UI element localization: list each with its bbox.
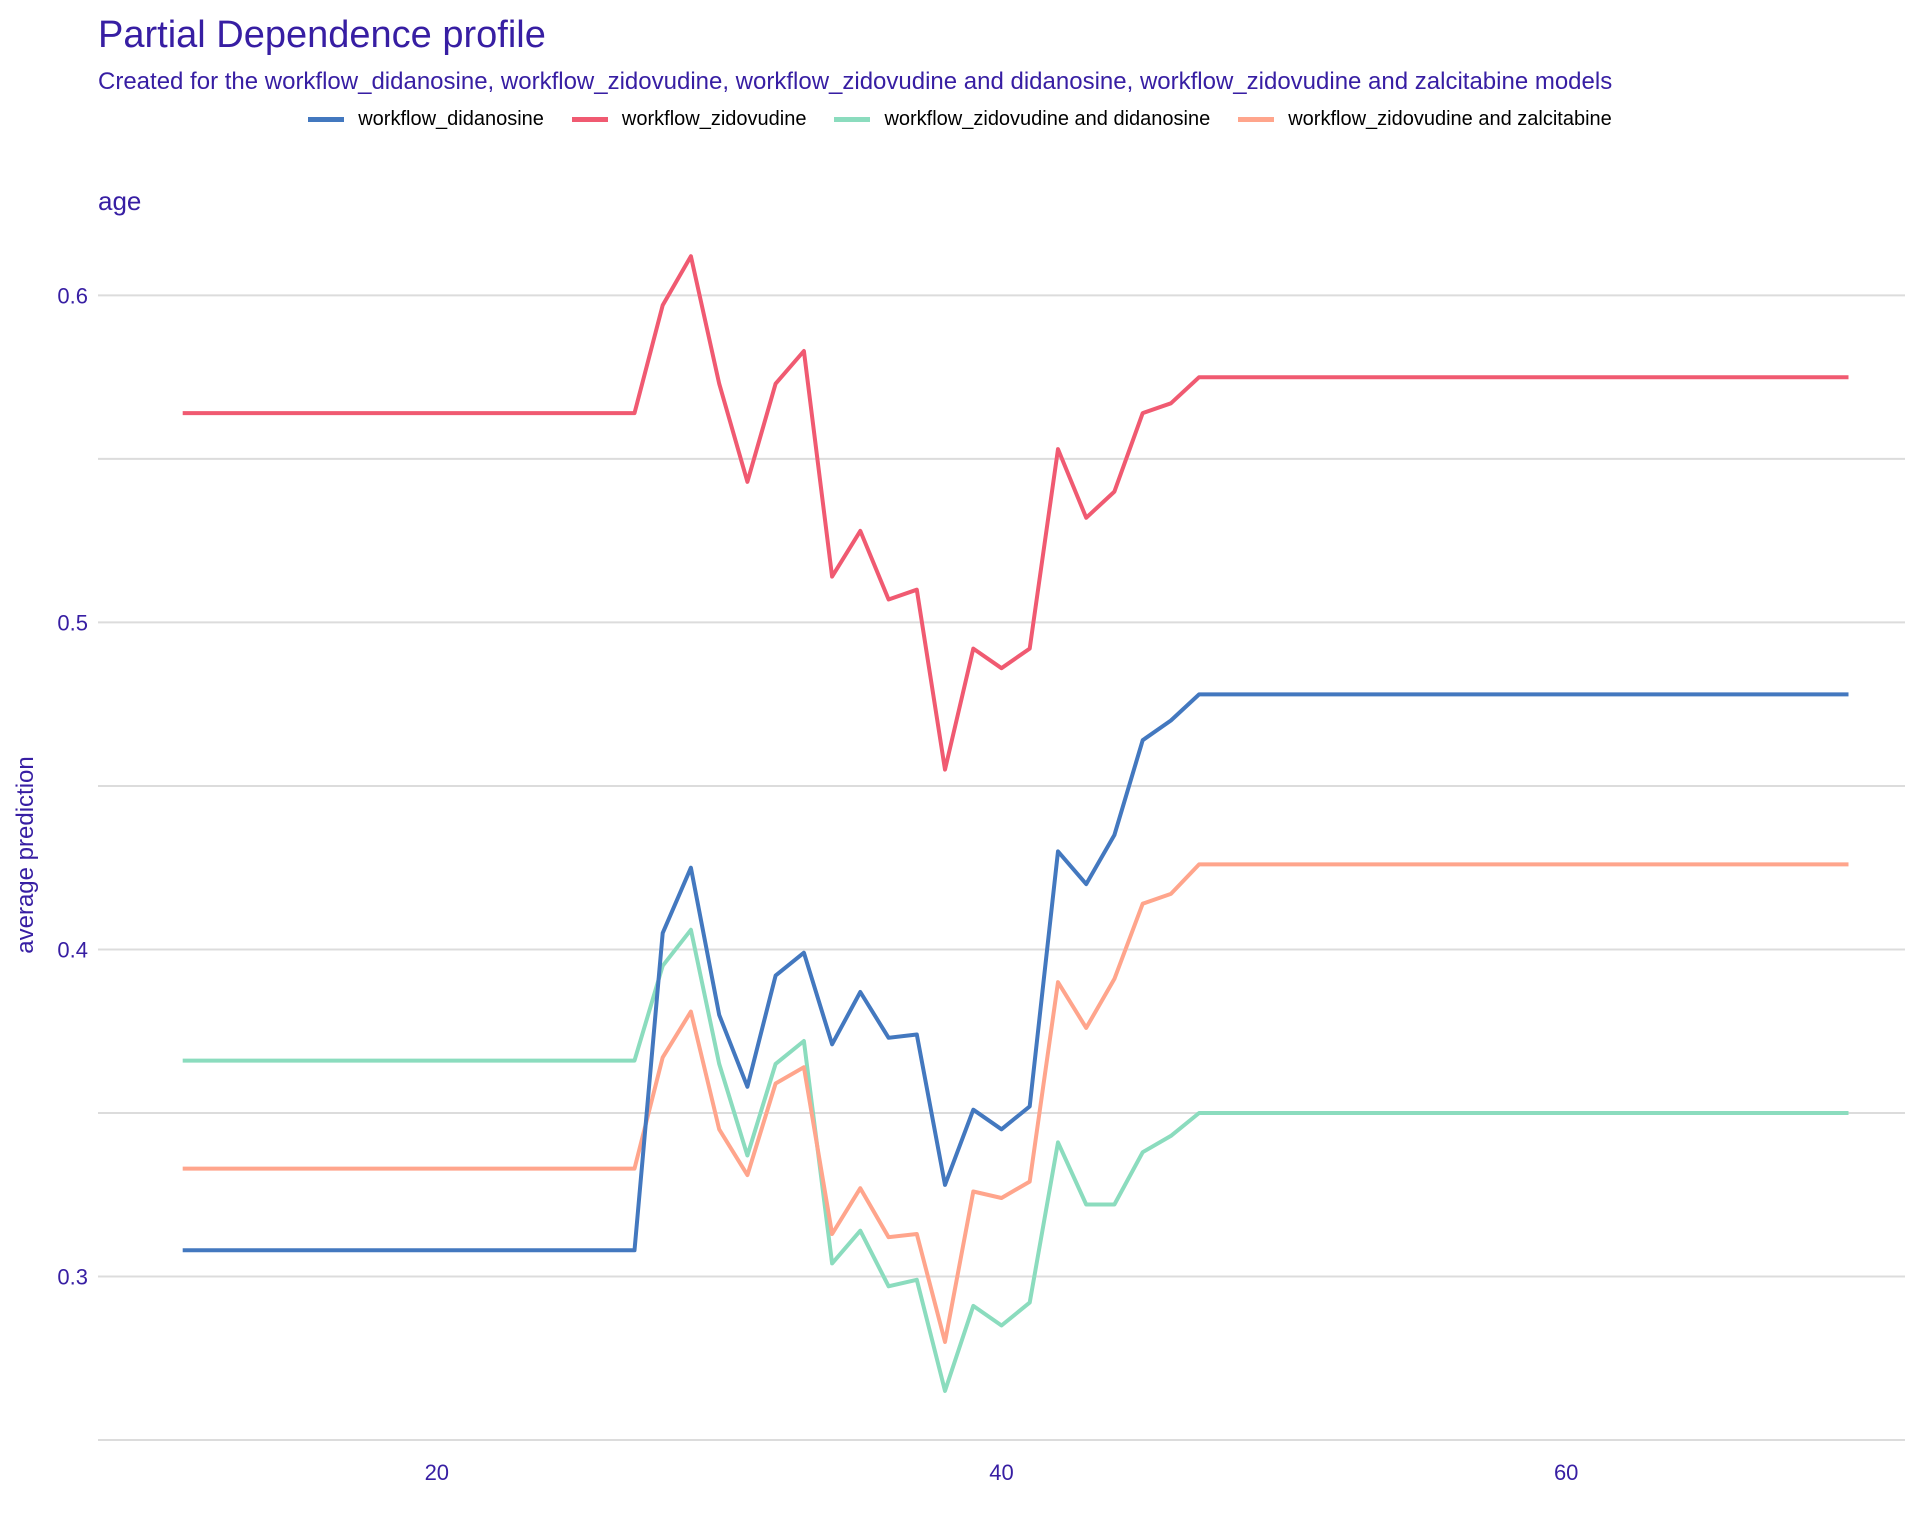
y-tick-label: 0.3 bbox=[57, 1264, 88, 1289]
facet-label: age bbox=[98, 186, 142, 216]
series-line-workflow-zidovudine-and-zalcitabine bbox=[182, 862, 1849, 1344]
x-tick-label: 60 bbox=[1554, 1460, 1578, 1485]
series-line-workflow-zidovudine bbox=[182, 254, 1849, 772]
chart-subtitle: Created for the workflow_didanosine, wor… bbox=[98, 68, 1613, 95]
legend-label: workflow_didanosine bbox=[358, 108, 544, 130]
legend-item: workflow_didanosine bbox=[308, 108, 544, 131]
legend: workflow_didanosine workflow_zidovudine wo… bbox=[0, 108, 1920, 131]
legend-swatch bbox=[1238, 117, 1275, 122]
x-axis-ticks: 20 40 60 bbox=[425, 1460, 1579, 1485]
series-line-workflow-didanosine bbox=[182, 692, 1849, 1253]
legend-item: workflow_zidovudine bbox=[571, 108, 807, 131]
y-tick-label: 0.6 bbox=[57, 283, 88, 308]
legend-swatch bbox=[308, 117, 345, 122]
gridlines bbox=[98, 294, 1905, 1441]
legend-label: workflow_zidovudine and didanosine bbox=[884, 108, 1211, 130]
y-axis-ticks: 0.3 0.4 0.5 0.6 bbox=[57, 283, 88, 1289]
legend-swatch bbox=[571, 117, 608, 122]
series-lines bbox=[182, 254, 1849, 1393]
legend-swatch bbox=[834, 117, 871, 122]
series-line-workflow-zidovudine-and-didanosine bbox=[182, 927, 1849, 1393]
legend-item: workflow_zidovudine and zalcitabine bbox=[1238, 108, 1612, 131]
legend-item: workflow_zidovudine and didanosine bbox=[834, 108, 1210, 131]
legend-label: workflow_zidovudine bbox=[621, 108, 807, 130]
chart-title: Partial Dependence profile bbox=[98, 14, 546, 56]
y-tick-label: 0.4 bbox=[57, 937, 88, 962]
x-tick-label: 20 bbox=[425, 1460, 449, 1485]
y-tick-label: 0.5 bbox=[57, 610, 88, 635]
legend-label: workflow_zidovudine and zalcitabine bbox=[1288, 108, 1612, 130]
x-tick-label: 40 bbox=[989, 1460, 1013, 1485]
